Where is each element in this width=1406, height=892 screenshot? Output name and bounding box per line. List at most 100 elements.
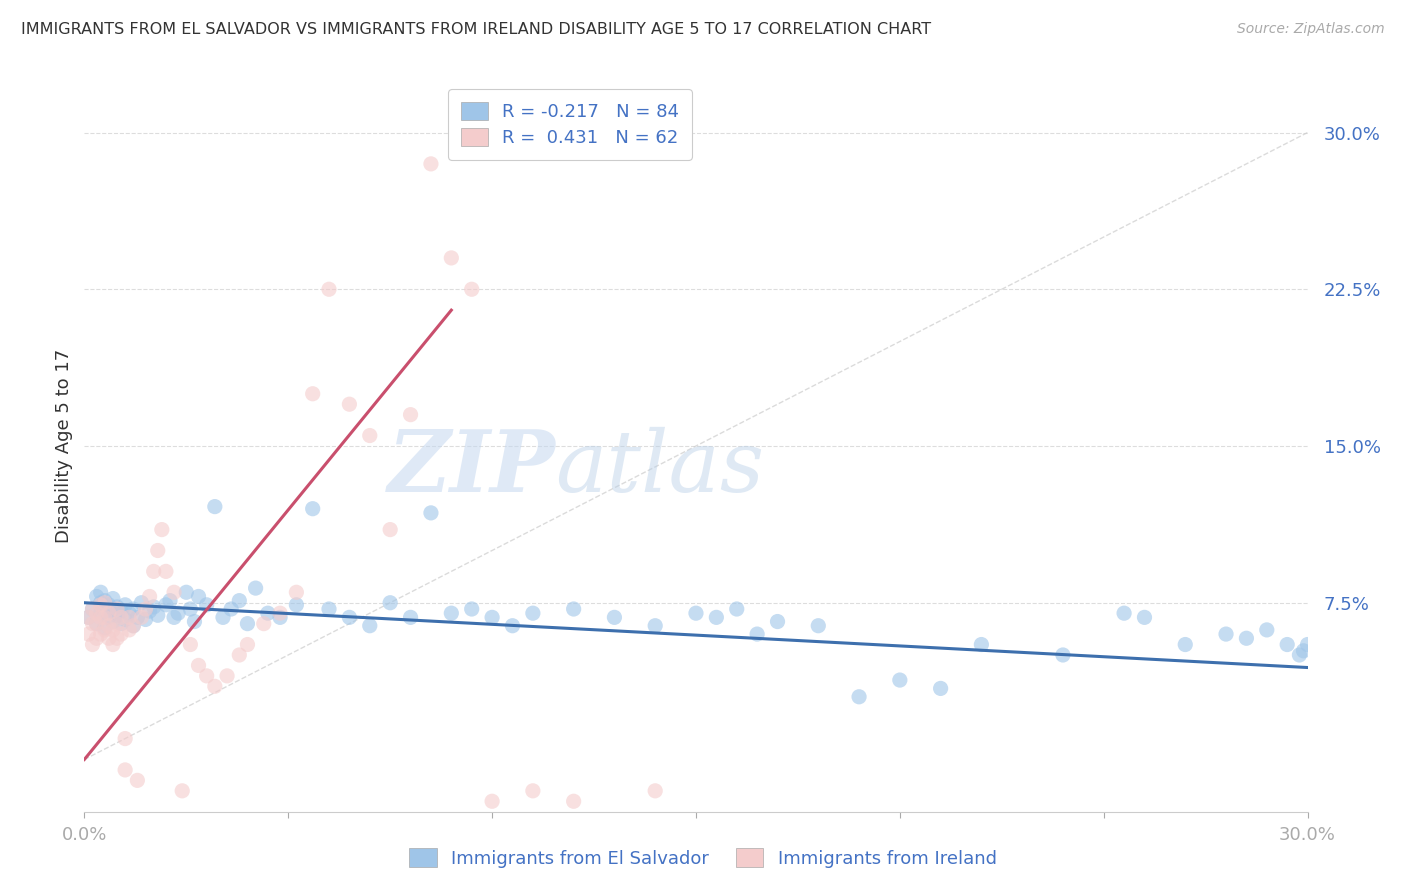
Point	[380, 523, 402, 537]
Point	[1292, 644, 1315, 658]
Point	[461, 282, 484, 296]
Point	[163, 585, 186, 599]
Point	[122, 618, 145, 632]
Text: ZIP: ZIP	[388, 426, 555, 509]
Point	[77, 627, 100, 641]
Point	[114, 612, 136, 626]
Point	[101, 623, 124, 637]
Point	[236, 616, 259, 631]
Point	[93, 596, 115, 610]
Point	[318, 602, 340, 616]
Point	[86, 590, 108, 604]
Point	[110, 627, 132, 641]
Point	[174, 585, 197, 599]
Point	[105, 632, 128, 646]
Point	[481, 794, 503, 808]
Point	[93, 621, 115, 635]
Point	[461, 602, 484, 616]
Point	[163, 610, 186, 624]
Point	[522, 606, 544, 620]
Point	[502, 618, 524, 632]
Point	[1133, 610, 1156, 624]
Point	[179, 602, 201, 616]
Point	[1215, 627, 1237, 641]
Point	[131, 596, 153, 610]
Point	[97, 618, 120, 632]
Point	[146, 608, 169, 623]
Point	[101, 591, 124, 606]
Point	[285, 585, 308, 599]
Point	[118, 606, 141, 620]
Point	[86, 616, 108, 631]
Point	[122, 618, 145, 632]
Point	[285, 598, 308, 612]
Y-axis label: Disability Age 5 to 17: Disability Age 5 to 17	[55, 349, 73, 543]
Point	[929, 681, 952, 696]
Point	[399, 408, 422, 422]
Point	[187, 590, 209, 604]
Legend: Immigrants from El Salvador, Immigrants from Ireland: Immigrants from El Salvador, Immigrants …	[399, 838, 1007, 879]
Point	[522, 784, 544, 798]
Point	[159, 593, 181, 607]
Text: atlas: atlas	[555, 426, 765, 509]
Point	[1296, 638, 1319, 652]
Point	[562, 602, 585, 616]
Point	[122, 602, 145, 616]
Point	[135, 612, 157, 626]
Point	[399, 610, 422, 624]
Point	[146, 543, 169, 558]
Point	[204, 500, 226, 514]
Point	[1288, 648, 1310, 662]
Point	[86, 632, 108, 646]
Point	[644, 784, 666, 798]
Point	[339, 397, 361, 411]
Point	[90, 598, 112, 612]
Point	[90, 585, 112, 599]
Point	[187, 658, 209, 673]
Point	[90, 606, 112, 620]
Point	[644, 618, 666, 632]
Point	[105, 602, 128, 616]
Point	[150, 523, 173, 537]
Point	[889, 673, 911, 687]
Point	[380, 596, 402, 610]
Point	[110, 616, 132, 631]
Point	[204, 679, 226, 693]
Point	[1174, 638, 1197, 652]
Point	[77, 610, 100, 624]
Point	[97, 632, 120, 646]
Point	[93, 604, 115, 618]
Point	[269, 610, 291, 624]
Point	[138, 604, 160, 618]
Point	[217, 669, 239, 683]
Legend: R = -0.217   N = 84, R =  0.431   N = 62: R = -0.217 N = 84, R = 0.431 N = 62	[449, 89, 692, 160]
Point	[93, 610, 115, 624]
Point	[301, 501, 323, 516]
Point	[86, 606, 108, 620]
Point	[82, 638, 104, 652]
Point	[359, 428, 381, 442]
Point	[101, 602, 124, 616]
Point	[219, 602, 242, 616]
Text: Source: ZipAtlas.com: Source: ZipAtlas.com	[1237, 22, 1385, 37]
Point	[110, 610, 132, 624]
Point	[562, 794, 585, 808]
Point	[105, 599, 128, 614]
Point	[257, 606, 280, 620]
Point	[1236, 632, 1258, 646]
Point	[114, 731, 136, 746]
Point	[127, 610, 149, 624]
Point	[82, 602, 104, 616]
Point	[269, 606, 291, 620]
Point	[212, 610, 235, 624]
Point	[172, 784, 194, 798]
Point	[228, 593, 250, 607]
Point	[101, 638, 124, 652]
Point	[359, 618, 381, 632]
Point	[603, 610, 626, 624]
Point	[228, 648, 250, 662]
Point	[90, 596, 112, 610]
Text: IMMIGRANTS FROM EL SALVADOR VS IMMIGRANTS FROM IRELAND DISABILITY AGE 5 TO 17 CO: IMMIGRANTS FROM EL SALVADOR VS IMMIGRANT…	[21, 22, 931, 37]
Point	[167, 606, 190, 620]
Point	[440, 606, 463, 620]
